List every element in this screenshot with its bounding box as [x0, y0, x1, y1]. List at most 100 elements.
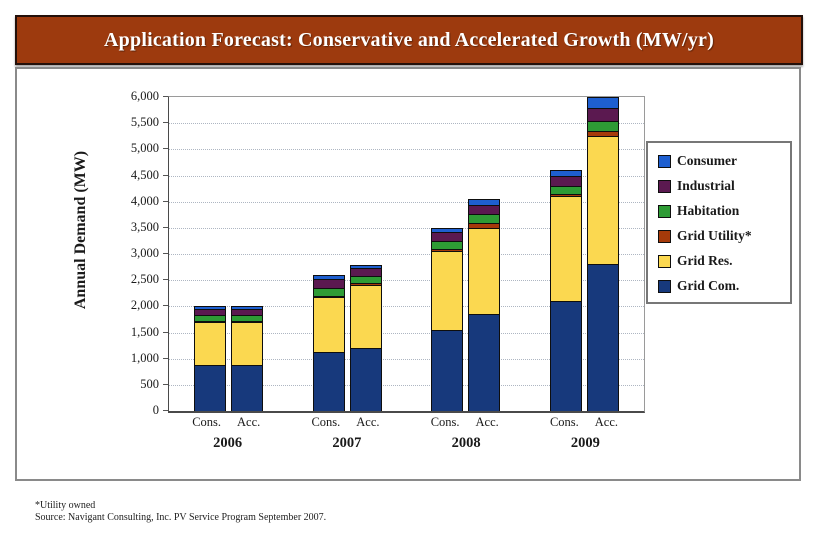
x-sublabel: Acc.: [475, 415, 499, 429]
x-sublabel: Cons.: [430, 415, 460, 429]
bar-pair-2009: [550, 97, 620, 411]
bar-segment-gridres: [431, 251, 464, 330]
x-year-label: 2008: [451, 435, 481, 451]
y-tick-label: 3,500: [130, 219, 159, 234]
x-sublabel: Cons.: [311, 415, 341, 429]
bar-segment-gridutility: [550, 193, 583, 197]
bar-segment-habitation: [468, 214, 501, 223]
plot-area: [168, 96, 645, 413]
bar-segment-habitation: [312, 288, 345, 296]
bar-segment-consumer: [587, 97, 620, 108]
bar-segment-consumer: [349, 264, 382, 269]
bar-segment-gridutility: [230, 321, 263, 323]
bar-segment-gridutility: [468, 222, 501, 228]
legend-swatch-icon: [658, 204, 671, 218]
bar-segment-gridcom: [431, 329, 464, 411]
legend-swatch-icon: [658, 254, 671, 268]
chart-box: Annual Demand (MW) 0 500 1,000 1,500 2,000 2,…: [15, 67, 801, 481]
bar-2009-acc: [587, 97, 620, 411]
bar-segment-consumer: [193, 306, 226, 310]
y-tick-mark: [163, 331, 168, 333]
legend-item-gridutility: Grid Utility*: [658, 227, 782, 245]
bar-segment-gridres: [193, 322, 226, 366]
x-group-2007: Cons. Acc. 2007: [307, 415, 387, 452]
bar-segment-gridcom: [550, 301, 583, 411]
bar-segment-gridutility: [349, 282, 382, 286]
bar-segment-gridutility: [193, 321, 226, 323]
y-tick-mark: [163, 148, 168, 150]
legend-label: Grid Res.: [677, 253, 733, 268]
bar-pair-2007: [312, 97, 382, 411]
bar-pair-2006: [193, 97, 263, 411]
y-tick-mark: [163, 357, 168, 359]
gridline: [169, 123, 644, 125]
bar-segment-gridcom: [468, 314, 501, 411]
bar-2009-cons: [550, 97, 583, 411]
bar-segment-gridres: [349, 285, 382, 349]
bar-segment-consumer: [468, 199, 501, 206]
bar-segment-habitation: [431, 240, 464, 249]
x-axis-labels: Cons. Acc. 2006 Cons. Acc. 2007 Cons. Acc. 2008 C…: [168, 415, 645, 452]
x-year-label: 2009: [570, 435, 600, 451]
x-sublabel: Acc.: [594, 415, 618, 429]
bar-segment-industrial: [230, 309, 263, 316]
x-group-2008: Cons. Acc. 2008: [426, 415, 506, 452]
legend-label: Grid Com.: [677, 278, 740, 293]
y-tick-mark: [163, 174, 168, 176]
y-tick-label: 3,000: [130, 246, 159, 260]
gridline: [169, 332, 644, 334]
bar-segment-gridres: [468, 227, 501, 315]
bar-groups: [169, 97, 644, 411]
bar-2007-cons: [312, 97, 345, 411]
bar-segment-consumer: [550, 170, 583, 176]
legend-swatch-icon: [658, 229, 671, 243]
x-sublabel: Acc.: [356, 415, 380, 429]
y-tick-label: 6,000: [130, 89, 159, 103]
y-tick-mark: [163, 226, 168, 228]
bar-segment-gridcom: [312, 352, 345, 411]
bar-segment-gridres: [312, 297, 345, 353]
legend-item-habitation: Habitation: [658, 202, 782, 220]
gridline: [169, 358, 644, 360]
bar-2007-acc: [349, 97, 382, 411]
bar-segment-industrial: [468, 205, 501, 215]
bar-segment-habitation: [193, 315, 226, 322]
bar-segment-habitation: [550, 186, 583, 194]
gridline: [169, 227, 644, 229]
x-group-2009: Cons. Acc. 2009: [545, 415, 625, 452]
legend-label: Industrial: [677, 178, 735, 193]
bar-segment-industrial: [587, 107, 620, 121]
bar-segment-gridcom: [349, 348, 382, 411]
y-tick-label: 4,000: [130, 193, 159, 208]
gridline: [169, 175, 644, 177]
y-tick-label: 1,000: [130, 350, 159, 365]
legend-swatch-icon: [658, 279, 671, 293]
bar-segment-gridutility: [431, 248, 464, 252]
legend: Consumer Industrial Habitation Grid Utility…: [646, 141, 792, 304]
legend-item-consumer: Consumer: [658, 152, 782, 170]
y-tick-mark: [163, 410, 168, 411]
bar-segment-gridcom: [230, 365, 263, 411]
y-tick-label: 2,000: [130, 298, 159, 313]
y-tick-label: 4,500: [130, 167, 159, 182]
footnote-utility-owned: *Utility owned: [35, 500, 96, 511]
x-group-2006: Cons. Acc. 2006: [188, 415, 268, 452]
bar-segment-gridcom: [587, 264, 620, 411]
bar-2008-cons: [431, 97, 464, 411]
y-tick-mark: [163, 279, 168, 281]
bar-2008-acc: [468, 97, 501, 411]
bar-segment-gridutility: [312, 295, 345, 298]
y-tick-label: 500: [140, 376, 159, 391]
legend-item-gridres: Grid Res.: [658, 252, 782, 270]
bar-segment-consumer: [230, 306, 263, 310]
y-tick-mark: [163, 383, 168, 385]
gridline: [169, 149, 644, 151]
bar-segment-industrial: [193, 309, 226, 316]
bar-segment-gridres: [550, 196, 583, 302]
legend-swatch-icon: [658, 179, 671, 193]
bar-2006-cons: [193, 97, 226, 411]
bar-segment-habitation: [587, 120, 620, 132]
gridline: [169, 384, 644, 386]
y-tick-mark: [163, 122, 168, 124]
